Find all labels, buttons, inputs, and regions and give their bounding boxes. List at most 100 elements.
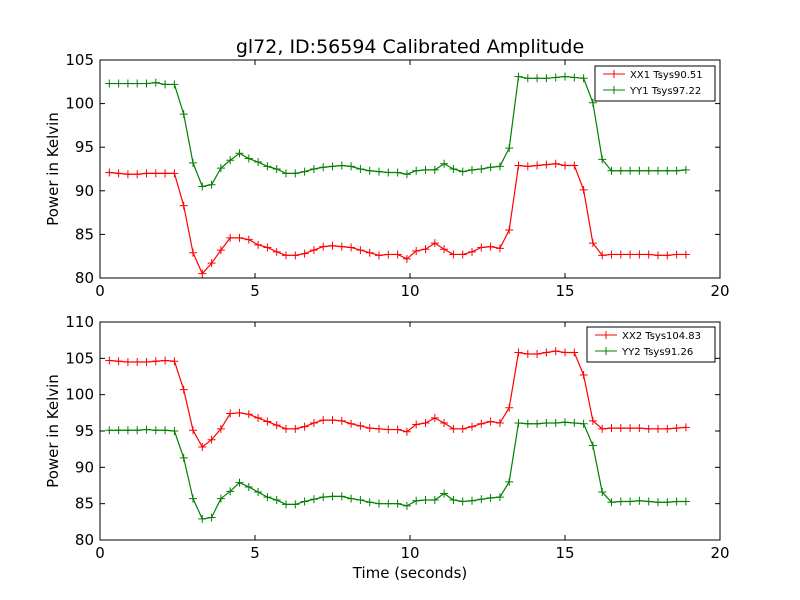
top-data-point-xx1	[412, 246, 421, 255]
bottom-data-point-yy2	[412, 496, 421, 505]
bottom-y-tick-label: 105	[65, 349, 94, 367]
top-x-tick-label: 5	[250, 282, 260, 300]
top-data-point-yy1	[654, 166, 662, 175]
bottom-data-point-xx2	[561, 348, 569, 357]
bottom-data-point-xx2	[551, 347, 560, 356]
top-data-point-xx1	[282, 251, 290, 260]
top-data-point-yy1	[579, 74, 588, 83]
top-data-point-yy1	[616, 166, 625, 175]
bottom-data-point-yy2	[384, 499, 393, 508]
bottom-legend: XX2 Tsys104.83 YY2 Tsys91.26	[586, 326, 716, 363]
top-data-point-xx1	[328, 241, 337, 250]
top-data-point-xx1	[105, 168, 114, 177]
top-data-point-yy1	[486, 163, 495, 172]
top-data-point-xx1	[393, 250, 402, 259]
bottom-data-point-xx2	[468, 422, 476, 431]
bottom-data-point-xx2	[430, 413, 439, 422]
bottom-data-point-xx2	[347, 419, 356, 428]
bottom-data-point-yy2	[635, 496, 644, 505]
bottom-data-point-xx2	[449, 424, 458, 433]
bottom-data-point-xx2	[235, 408, 244, 417]
top-data-point-yy1	[635, 166, 644, 175]
top-data-point-yy1	[170, 80, 179, 89]
top-data-point-yy1	[402, 170, 411, 179]
top-data-point-xx1	[309, 246, 318, 255]
bottom-data-point-yy2	[309, 495, 318, 504]
top-data-point-xx1	[402, 254, 411, 263]
bottom-data-point-xx2	[588, 416, 597, 425]
bottom-data-point-yy2	[142, 425, 151, 434]
top-data-point-xx1	[626, 250, 635, 259]
top-data-point-yy1	[161, 80, 170, 89]
top-data-point-yy1	[495, 162, 504, 171]
top-data-point-xx1	[198, 269, 207, 278]
top-data-point-xx1	[161, 169, 170, 178]
top-data-point-xx1	[449, 250, 458, 259]
top-data-point-xx1	[189, 248, 197, 257]
top-data-point-yy1	[468, 165, 476, 174]
bottom-data-point-xx2	[579, 371, 588, 380]
bottom-data-point-xx2	[598, 424, 607, 433]
top-data-point-yy1	[337, 161, 346, 170]
top-data-point-yy1	[226, 156, 235, 165]
bottom-legend-marker-yy2	[602, 347, 610, 355]
top-data-point-yy1	[319, 163, 328, 172]
bottom-data-point-xx2	[319, 416, 328, 425]
bottom-data-point-xx2	[300, 422, 309, 431]
bottom-data-point-yy2	[337, 492, 346, 501]
bottom-data-point-xx2	[477, 419, 486, 428]
bottom-data-point-yy2	[161, 426, 170, 435]
bottom-data-point-xx2	[375, 424, 383, 433]
bottom-data-point-xx2	[282, 424, 290, 433]
top-data-point-yy1	[607, 166, 616, 175]
top-legend-marker-yy1	[610, 86, 618, 94]
bottom-y-tick-label: 100	[65, 386, 94, 404]
bottom-data-point-xx2	[514, 348, 523, 357]
top-legend-label-yy1: YY1 Tsys97.22	[629, 86, 701, 97]
bottom-data-point-yy2	[402, 501, 411, 510]
bottom-data-point-xx2	[272, 421, 281, 430]
top-data-point-yy1	[207, 180, 216, 189]
bottom-data-point-xx2	[151, 357, 160, 366]
top-data-point-xx1	[207, 259, 216, 268]
bottom-data-point-yy2	[365, 498, 374, 507]
top-data-point-yy1	[449, 165, 458, 173]
top-data-point-yy1	[598, 155, 607, 164]
top-data-point-yy1	[375, 167, 383, 176]
top-data-point-yy1	[347, 162, 356, 171]
top-data-point-xx1	[477, 243, 486, 252]
bottom-data-point-xx2	[440, 419, 449, 428]
bottom-x-tick-label: 15	[555, 544, 574, 562]
top-data-point-xx1	[254, 240, 263, 249]
bottom-data-point-yy2	[123, 426, 132, 435]
top-legend-box	[594, 65, 716, 102]
top-data-point-xx1	[142, 169, 151, 178]
bottom-data-point-xx2	[542, 348, 551, 357]
top-data-point-xx1	[551, 159, 560, 168]
top-data-point-yy1	[133, 79, 142, 88]
top-data-point-xx1	[644, 250, 653, 259]
top-data-point-yy1	[458, 167, 467, 176]
bottom-data-point-xx2	[207, 435, 216, 444]
bottom-data-point-xx2	[263, 417, 272, 426]
bottom-data-point-xx2	[644, 424, 653, 433]
top-y-ticks: 80 85 90 95 100 105	[65, 51, 720, 287]
bottom-x-tick-label: 10	[400, 544, 419, 562]
top-data-point-xx1	[272, 247, 281, 256]
top-data-point-xx1	[505, 226, 514, 235]
bottom-data-point-yy2	[179, 453, 188, 462]
bottom-data-point-xx2	[384, 425, 393, 434]
top-data-point-yy1	[179, 110, 188, 119]
bottom-data-point-xx2	[337, 416, 346, 425]
top-y-tick-label: 80	[75, 269, 94, 287]
top-data-point-yy1	[430, 165, 439, 174]
top-data-point-xx1	[216, 246, 225, 255]
bottom-data-point-xx2	[365, 424, 374, 433]
bottom-data-point-yy2	[607, 498, 616, 507]
bottom-y-tick-label: 80	[75, 531, 94, 549]
top-data-point-xx1	[430, 239, 439, 248]
top-data-point-xx1	[588, 239, 597, 248]
bottom-data-point-xx2	[402, 427, 411, 436]
